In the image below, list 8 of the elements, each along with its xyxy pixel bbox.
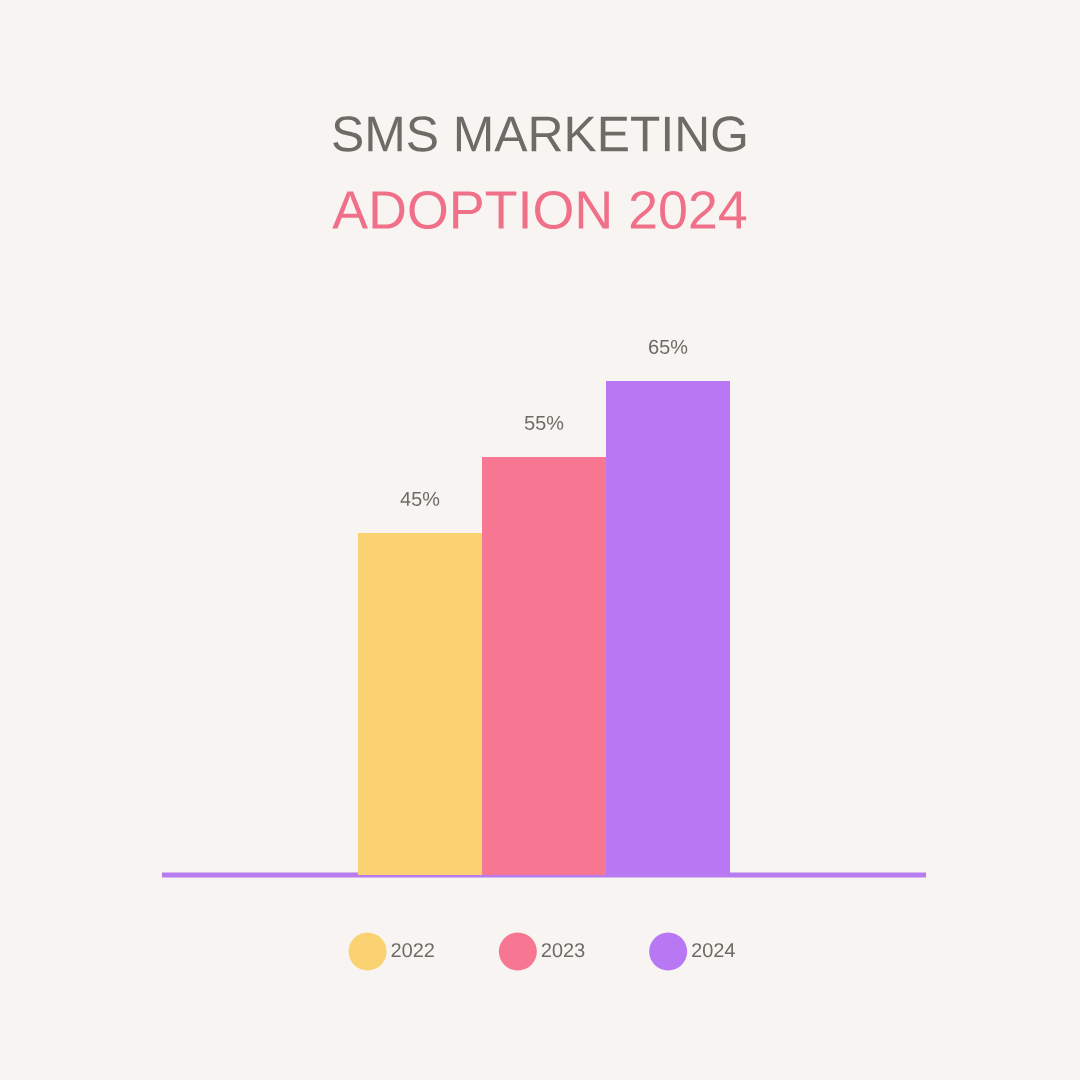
legend-label: 2024: [692, 943, 735, 958]
chart-subtitle: ADOPTION 2024: [332, 190, 747, 230]
data-label: 45%: [400, 491, 440, 506]
legend-label: 2022: [391, 943, 434, 958]
data-label: 65%: [649, 339, 688, 354]
data-label: 55%: [524, 415, 564, 430]
chart-title: SMS MARKETING: [333, 116, 746, 152]
legend-label: 2023: [541, 943, 585, 958]
